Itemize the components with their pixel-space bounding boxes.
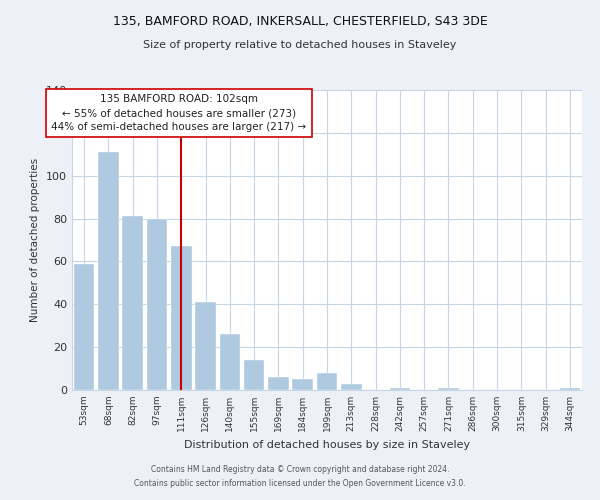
Bar [98,152,119,390]
Bar [438,388,459,390]
Bar [146,218,167,390]
Y-axis label: Number of detached properties: Number of detached properties [31,158,40,322]
Bar [292,380,313,390]
Bar [122,216,143,390]
Text: Contains HM Land Registry data © Crown copyright and database right 2024.
Contai: Contains HM Land Registry data © Crown c… [134,466,466,487]
Bar [244,360,265,390]
Text: 135 BAMFORD ROAD: 102sqm
← 55% of detached houses are smaller (273)
44% of semi-: 135 BAMFORD ROAD: 102sqm ← 55% of detach… [51,94,307,132]
Bar [268,377,289,390]
X-axis label: Distribution of detached houses by size in Staveley: Distribution of detached houses by size … [184,440,470,450]
Bar [74,264,94,390]
Text: 135, BAMFORD ROAD, INKERSALL, CHESTERFIELD, S43 3DE: 135, BAMFORD ROAD, INKERSALL, CHESTERFIE… [113,15,487,28]
Bar [317,373,337,390]
Text: Size of property relative to detached houses in Staveley: Size of property relative to detached ho… [143,40,457,50]
Bar [220,334,240,390]
Bar [195,302,216,390]
Bar [560,388,580,390]
Bar [171,246,191,390]
Bar [341,384,362,390]
Bar [389,388,410,390]
